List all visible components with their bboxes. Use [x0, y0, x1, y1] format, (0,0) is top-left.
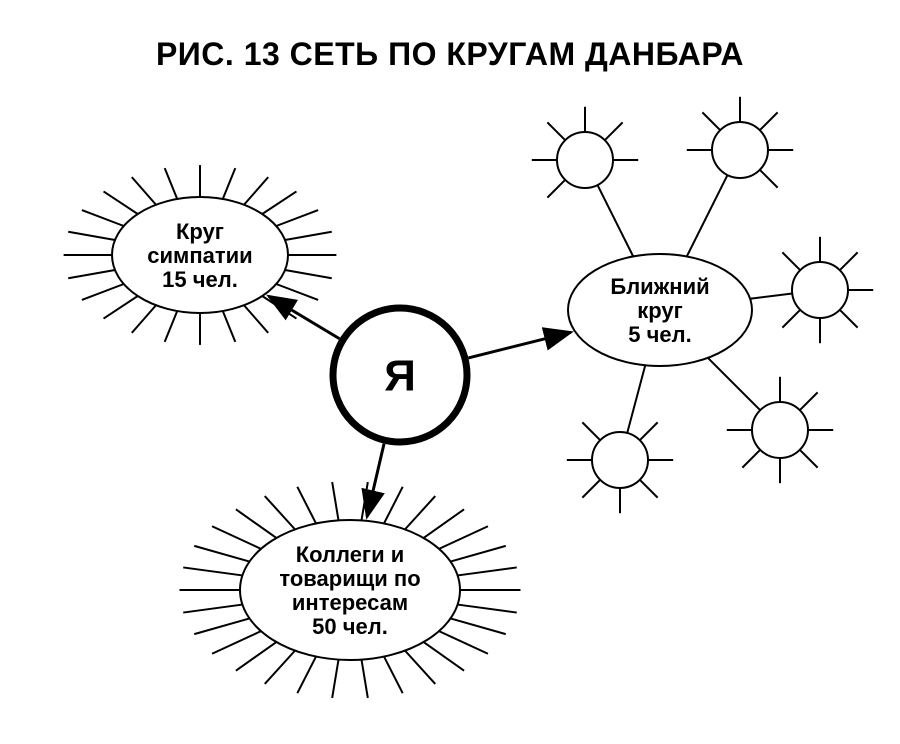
ray-line	[405, 651, 435, 684]
ray-line	[332, 660, 338, 698]
node-label-close-0: Ближний	[610, 274, 709, 299]
satellite-ray	[640, 422, 658, 440]
ray-line	[165, 168, 178, 199]
ray-line	[212, 526, 261, 549]
node-label-colleagues-1: товарищи по	[279, 566, 420, 591]
node-label-close-2: 5 чел.	[628, 322, 691, 347]
ray-line	[405, 496, 435, 529]
figure-title: РИС. 13 СЕТЬ ПО КРУГАМ ДАНБАРА	[156, 36, 744, 72]
satellite-ray	[760, 170, 778, 188]
satellite-ray	[782, 252, 800, 270]
satellite-ray	[742, 450, 760, 468]
satellite-node-0	[557, 132, 613, 188]
satellite-ray	[840, 310, 858, 328]
ray-line	[439, 631, 488, 654]
ray-line	[276, 284, 318, 300]
ray-line	[332, 482, 338, 520]
arrow-sympathy	[269, 296, 340, 339]
ray-line	[223, 311, 236, 342]
satellite-ray	[782, 310, 800, 328]
satellite-ray	[547, 180, 565, 198]
satellite-ray	[640, 480, 658, 498]
ray-line	[104, 296, 138, 319]
satellite-connector	[687, 175, 728, 256]
satellite-ray	[702, 112, 720, 130]
satellite-connector	[598, 185, 634, 256]
ray-line	[236, 642, 276, 671]
ray-line	[132, 177, 156, 205]
satellite-ray	[582, 422, 600, 440]
center-label: Я	[384, 352, 416, 401]
ray-line	[165, 311, 178, 342]
ray-line	[384, 487, 403, 524]
ray-line	[384, 657, 403, 694]
node-label-colleagues-0: Коллеги и	[296, 542, 405, 567]
ray-line	[104, 191, 138, 214]
ray-line	[262, 191, 296, 214]
ray-line	[183, 567, 242, 575]
ray-line	[458, 605, 517, 613]
satellite-node-1	[712, 122, 768, 178]
ray-line	[265, 651, 295, 684]
ray-line	[244, 305, 268, 333]
ray-line	[276, 210, 318, 226]
satellite-node-3	[752, 402, 808, 458]
shapes-layer	[112, 122, 848, 660]
arrow-close	[468, 332, 570, 358]
satellite-ray	[760, 112, 778, 130]
ray-line	[194, 546, 249, 562]
ray-line	[68, 232, 115, 240]
ray-line	[236, 509, 276, 538]
ray-line	[424, 509, 464, 538]
ray-line	[82, 284, 124, 300]
node-label-close-1: круг	[637, 298, 683, 323]
ray-line	[450, 546, 505, 562]
node-label-colleagues-2: интересам	[292, 590, 408, 615]
satellite-ray	[800, 392, 818, 410]
rays-layer	[64, 97, 874, 698]
ray-line	[285, 270, 332, 278]
node-label-sympathy-1: симпатии	[147, 243, 252, 268]
ray-line	[297, 487, 316, 524]
satellite-ray	[582, 480, 600, 498]
ray-line	[194, 618, 249, 634]
node-label-sympathy-2: 15 чел.	[162, 267, 238, 292]
ray-line	[265, 496, 295, 529]
ray-line	[424, 642, 464, 671]
node-label-sympathy-0: Круг	[176, 219, 224, 244]
arrow-colleagues	[367, 444, 384, 517]
satellite-ray	[605, 122, 623, 140]
ray-line	[212, 631, 261, 654]
ray-line	[297, 657, 316, 694]
ray-line	[82, 210, 124, 226]
ray-line	[183, 605, 242, 613]
ray-line	[458, 567, 517, 575]
ray-line	[285, 232, 332, 240]
satellite-connector	[708, 358, 760, 410]
satellite-connector	[627, 365, 645, 433]
ray-line	[68, 270, 115, 278]
ray-line	[132, 305, 156, 333]
ray-line	[361, 660, 367, 698]
ray-line	[223, 168, 236, 199]
satellite-ray	[547, 122, 565, 140]
node-label-colleagues-3: 50 чел.	[312, 614, 388, 639]
ray-line	[262, 296, 296, 319]
ray-line	[450, 618, 505, 634]
satellite-ray	[800, 450, 818, 468]
satellite-connector	[750, 293, 792, 298]
satellite-node-2	[792, 262, 848, 318]
satellite-ray	[840, 252, 858, 270]
ray-line	[244, 177, 268, 205]
satellite-node-4	[592, 432, 648, 488]
ray-line	[439, 526, 488, 549]
